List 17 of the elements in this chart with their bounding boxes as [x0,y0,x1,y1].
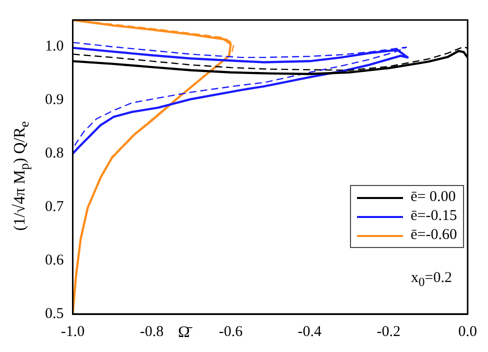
y-tick-label: 0.6 [45,252,64,268]
y-tick-label: 0.7 [45,199,64,216]
x-tick-label: 0.0 [458,324,477,340]
y-tick-label: 0.5 [45,306,64,322]
x-axis-title: Ω̄ [178,324,190,342]
legend-label: ē=-0.15 [410,208,457,225]
y-tick-label: 0.9 [45,92,64,108]
y-tick-label: 0.8 [45,146,64,162]
x-tick-label: -0.2 [376,324,401,340]
x-tick-label: -1.0 [60,324,85,340]
annotation: x$_{0}$=0.2 [411,270,452,290]
x-tick-label: -0.4 [298,324,322,340]
x-tick-label: -0.8 [140,324,164,340]
legend-label: ē= 0.00 [410,189,456,206]
legend-label: ē=-0.60 [410,227,457,244]
y-tick-label: 1.0 [45,38,64,55]
x-tick-label: -0.6 [218,324,244,340]
